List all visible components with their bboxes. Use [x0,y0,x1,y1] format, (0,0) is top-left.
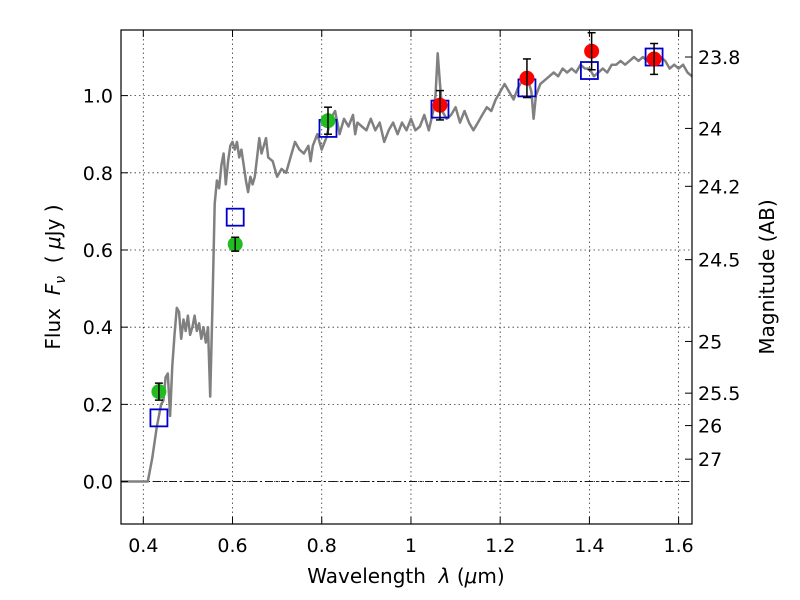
magnitude-tick-label: 24.2 [698,176,740,198]
y-axis-label-unit-open: ( [41,249,65,276]
y-tick-label: 0.8 [83,163,113,185]
magnitude-tick-label: 25.5 [698,383,740,405]
magnitude-tick-label: 23.8 [698,47,740,69]
spectrum-layer [121,51,693,483]
y-axis-label-subscript: ν [53,276,69,284]
y-tick-label: 0.4 [83,317,113,339]
markers-layer [149,31,664,428]
magnitude-tick-label: 24 [698,118,722,140]
magnitude-tick-label: 24.5 [698,250,740,272]
y-axis-label: Flux Fν ( μJy ) [41,204,69,349]
y-tick-label: 1.0 [83,86,113,108]
x-tick-label: 0.8 [307,535,337,557]
grid-layer [121,30,692,524]
y-tick-label: 0.2 [83,394,113,416]
x-axis-label-prefix: Wavelength [307,564,438,588]
y-tick-label: 0.6 [83,240,113,262]
x-tick-label: 1.2 [485,535,515,557]
y-tick-label: 0.0 [83,472,113,494]
magnitude-tick-label: 25 [698,331,722,353]
magnitude-tick-label: 26 [698,416,722,438]
x-axis-label-unit-open: ( [451,564,465,588]
x-axis-label-unit-mu: μ [464,564,478,588]
y-axis-label-unit-rest: Jy ) [41,204,65,238]
x-tick-label: 1.6 [664,535,694,557]
model-photometry-square [149,408,169,428]
magnitude-tick-label: 27 [698,449,722,471]
x-axis-label: Wavelength λ (μm) [307,564,504,588]
y-axis-label-symbol: F [41,283,65,295]
x-tick-label: 1.4 [574,535,604,557]
x-tick-label: 1 [405,535,417,557]
right-axis-label: Magnitude (AB) [755,199,779,354]
x-axis-label-symbol: λ [438,564,451,588]
x-tick-label: 0.4 [128,535,158,557]
model-photometry-square [225,207,245,227]
x-tick-label: 0.6 [217,535,247,557]
plot-frame [120,29,693,525]
model-spectrum-line [121,51,693,483]
ticks-layer: 0.4 0.6 0.8 1 1.2 1.4 1.6 0.0 0.2 0.4 0.6 0.8 1.0 23.… [83,30,740,557]
y-axis-label-prefix: Flux [41,295,65,349]
y-axis-label-unit-mu: μ [41,236,65,250]
model-photometry-square [579,61,599,80]
x-axis-label-unit-rest: m) [477,564,504,588]
